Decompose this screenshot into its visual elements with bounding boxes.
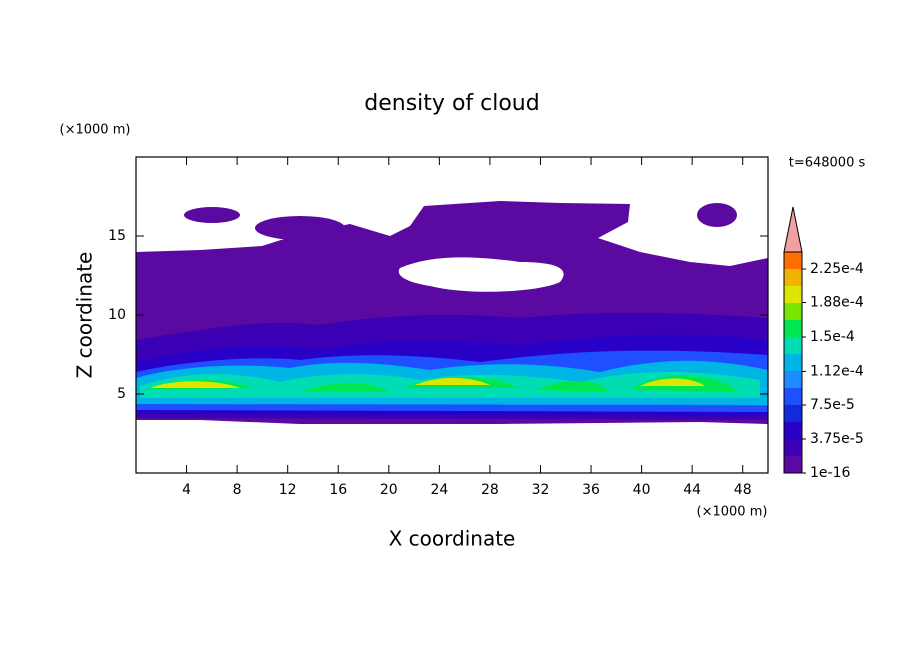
colorbar-label: 3.75e-5: [810, 431, 864, 447]
y-unit: (×1000 m): [60, 123, 131, 138]
x-unit: (×1000 m): [697, 505, 768, 520]
x-tick-label: 20: [380, 482, 398, 498]
colorbar-label: 1.88e-4: [810, 295, 864, 311]
colorbar-band: [784, 252, 802, 269]
y-axis-label: Z coordinate: [73, 252, 97, 379]
x-axis-label: X coordinate: [389, 527, 516, 551]
x-tick-label: 36: [582, 482, 600, 498]
x-tick-label: 40: [633, 482, 651, 498]
x-tick-label: 44: [683, 482, 701, 498]
colorbar-label: 1e-16: [810, 465, 850, 481]
colorbar-over: [783, 206, 803, 253]
colorbar-band: [784, 371, 802, 388]
x-tick-label: 24: [430, 482, 448, 498]
colorbar-band: [784, 269, 802, 286]
contour-field: [136, 201, 768, 473]
x-tick-label: 12: [279, 482, 297, 498]
colorbar-band: [784, 388, 802, 405]
colorbar-band: [784, 422, 802, 439]
colorbar-label: 1.5e-4: [810, 329, 855, 345]
colorbar-band: [784, 354, 802, 371]
colorbar-band: [784, 405, 802, 422]
colorbar-band: [784, 286, 802, 303]
colorbar-band: [784, 337, 802, 354]
colorbar-band: [784, 439, 802, 456]
time-label: t=648000 s: [789, 156, 866, 171]
colorbar-label: 7.5e-5: [810, 397, 855, 413]
x-tick-label: 4: [182, 482, 191, 498]
colorbar-band: [784, 320, 802, 337]
colorbar-band: [784, 456, 802, 473]
colorbar-label: 1.12e-4: [810, 363, 864, 379]
chart-title: density of cloud: [364, 91, 539, 116]
colorbar-frame: [783, 251, 803, 474]
x-tick-label: 32: [532, 482, 550, 498]
x-tick-label: 8: [233, 482, 242, 498]
x-tick-label: 16: [329, 482, 347, 498]
y-tick-label: 10: [108, 307, 126, 323]
x-tick-label: 28: [481, 482, 499, 498]
colorbar-label: 2.25e-4: [810, 261, 864, 277]
x-tick-label: 48: [734, 482, 752, 498]
y-tick-label: 5: [117, 386, 126, 402]
colorbar-band: [784, 303, 802, 320]
y-tick-label: 15: [108, 228, 126, 244]
